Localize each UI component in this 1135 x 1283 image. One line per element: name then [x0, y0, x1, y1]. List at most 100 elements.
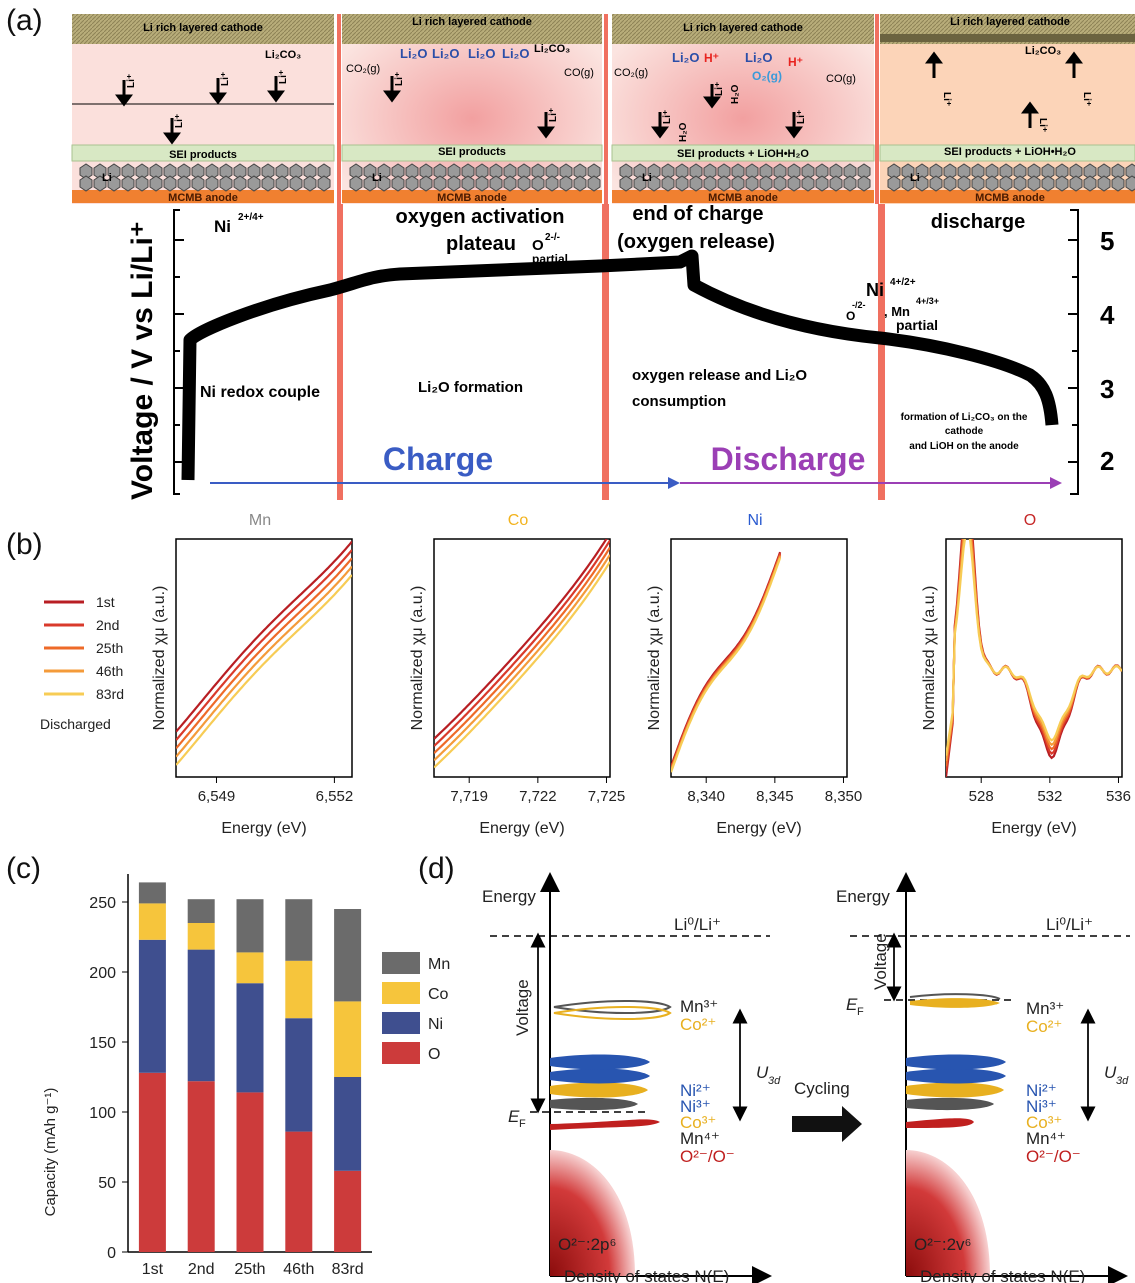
o-partial-sup: 2-/-: [545, 232, 560, 243]
co2-band: [553, 1005, 672, 1021]
formation-note: formation of Li₂CO₃ on the: [901, 412, 1028, 423]
li-ion-label: Li⁺: [1081, 92, 1092, 106]
xas-plot-title: Co: [508, 512, 529, 529]
xas-plot-frame: [433, 538, 611, 778]
xas-curve: [434, 539, 608, 740]
y-axis-label: Normalized χμ (a.u.): [646, 586, 663, 731]
level-label: Mn³⁺: [1026, 999, 1064, 1018]
legend-item: 25th: [96, 640, 123, 656]
co-label: CO(g): [564, 67, 594, 79]
xas-curve: [671, 554, 782, 770]
co2-label: CO₂(g): [614, 67, 648, 79]
sei-label-4: SEI products + LiOH•H₂O: [944, 146, 1076, 158]
li-ref-label: Li⁰/Li⁺: [1046, 915, 1093, 934]
x-axis-label: Energy (eV): [479, 820, 564, 837]
li2co3-label: Li₂CO₃: [1025, 45, 1061, 57]
ni3-band: [550, 1068, 650, 1084]
sei-label-1: SEI products: [169, 149, 237, 161]
h2o-label: H₂O: [678, 122, 689, 142]
legend-swatch: [382, 1042, 420, 1064]
ni3-band: [906, 1068, 1006, 1084]
li-ion-label: Li⁺: [662, 110, 673, 124]
y-tick: 4: [1100, 300, 1115, 330]
x-tick-label: 7,725: [588, 788, 626, 805]
o-level-band: [906, 1118, 974, 1128]
bar-segment-o: [138, 1072, 166, 1252]
xas-plot-mn: Mn 6,549 6,552 Energy (eV) Normalized χμ (a.…: [151, 512, 353, 837]
x-axis-label: Energy (eV): [716, 820, 801, 837]
ef-label: E: [846, 995, 858, 1014]
oxygen-release-title: (oxygen release): [617, 231, 775, 253]
mn4-band: [550, 1097, 638, 1111]
xas-plot-frame: [175, 538, 353, 778]
mn-right-sup: 4+/3+: [916, 296, 939, 306]
discharge-title: discharge: [931, 211, 1025, 233]
li2o-formation-note: Li₂O formation: [418, 379, 523, 396]
bar-segment-mn: [187, 899, 215, 923]
bar-segment-mn: [334, 909, 362, 1002]
xas-curve: [671, 556, 782, 772]
o-right-title: O: [846, 309, 855, 323]
legend-label: Co: [428, 986, 449, 1003]
bar-segment-ni: [138, 939, 166, 1073]
xas-plot-co: Co 7,719 7,722 7,725 Energy (eV) Normalized χ…: [409, 512, 625, 837]
x-tick-label: 6,552: [316, 788, 354, 805]
x-tick-label: 2nd: [188, 1261, 215, 1278]
panel-a-figure: Li rich layered cathode Li rich layered …: [71, 14, 1135, 500]
panel-b-figure: 1st 2nd 25th 46th 83rd Discharged Mn 6,54…: [40, 512, 1131, 837]
x-tick-label: 528: [969, 788, 994, 805]
cathode-label-3: Li rich layered cathode: [683, 22, 803, 34]
o-band-label: O²⁻:2v⁶: [914, 1235, 972, 1254]
anode-label-2: MCMB anode: [437, 192, 507, 204]
oxygen-activation-title: oxygen activation: [396, 206, 565, 228]
ef-label: E: [508, 1107, 520, 1126]
xas-plot-o: O 528 532 536 Energy (eV) Normalized χμ (a.u.…: [921, 512, 1131, 837]
level-label: O²⁻/O⁻: [1026, 1147, 1081, 1166]
level-label: Mn³⁺: [680, 997, 718, 1016]
ef-sub-label: F: [857, 1006, 864, 1018]
formation-note: cathode: [945, 426, 984, 437]
level-label: Ni³⁺: [1026, 1097, 1057, 1116]
panel-label-d: (d): [418, 852, 455, 885]
xas-curve: [434, 539, 610, 747]
y-axis-label: Normalized χμ (a.u.): [409, 586, 426, 731]
mn4-band: [906, 1097, 994, 1111]
li-label: Li: [910, 172, 920, 184]
anode-label-3: MCMB anode: [708, 192, 778, 204]
cathode-label-2: Li rich layered cathode: [412, 16, 532, 28]
li-label: Li: [372, 172, 382, 184]
h2o-label: H₂O: [730, 84, 741, 104]
x-tick-label: 8,345: [756, 788, 794, 805]
legend-item: 2nd: [96, 617, 119, 633]
dos-label: Density of states N(E): [920, 1267, 1085, 1283]
legend-swatch: [382, 1012, 420, 1034]
u3d-label: U: [1104, 1063, 1117, 1082]
legend-item: 83rd: [96, 686, 124, 702]
li-ref-label: Li⁰/Li⁺: [674, 915, 721, 934]
y-tick-label: 100: [89, 1105, 116, 1122]
cathode-label-1: Li rich layered cathode: [143, 22, 263, 34]
bar-segment-mn: [138, 882, 166, 904]
co3-band: [550, 1082, 648, 1098]
level-label: Mn⁴⁺: [680, 1129, 720, 1148]
energy-label: Energy: [836, 887, 890, 906]
energy-label: Energy: [482, 887, 536, 906]
mn3-band: [553, 999, 672, 1015]
co-label: CO(g): [826, 73, 856, 85]
y-tick-label: 200: [89, 965, 116, 982]
li-ion-arrows: [115, 51, 1083, 145]
o-right-sup: -/2-: [852, 300, 866, 310]
li-ion-label: Li⁺: [548, 108, 559, 122]
bar-segment-ni: [187, 949, 215, 1082]
bar-segment-ni: [236, 983, 264, 1093]
x-tick-label: 83rd: [332, 1261, 364, 1278]
ef-sub-label: F: [519, 1118, 526, 1130]
ni-title-sup: 2+/4+: [238, 212, 264, 223]
hplus-label: H⁺: [788, 55, 803, 69]
plateau-title: plateau: [446, 233, 516, 255]
xas-curve: [946, 539, 1122, 756]
x-tick-label: 8,340: [687, 788, 725, 805]
li-label: Li: [642, 172, 652, 184]
xas-plot-frame: [670, 538, 848, 778]
y-tick-label: 150: [89, 1035, 116, 1052]
